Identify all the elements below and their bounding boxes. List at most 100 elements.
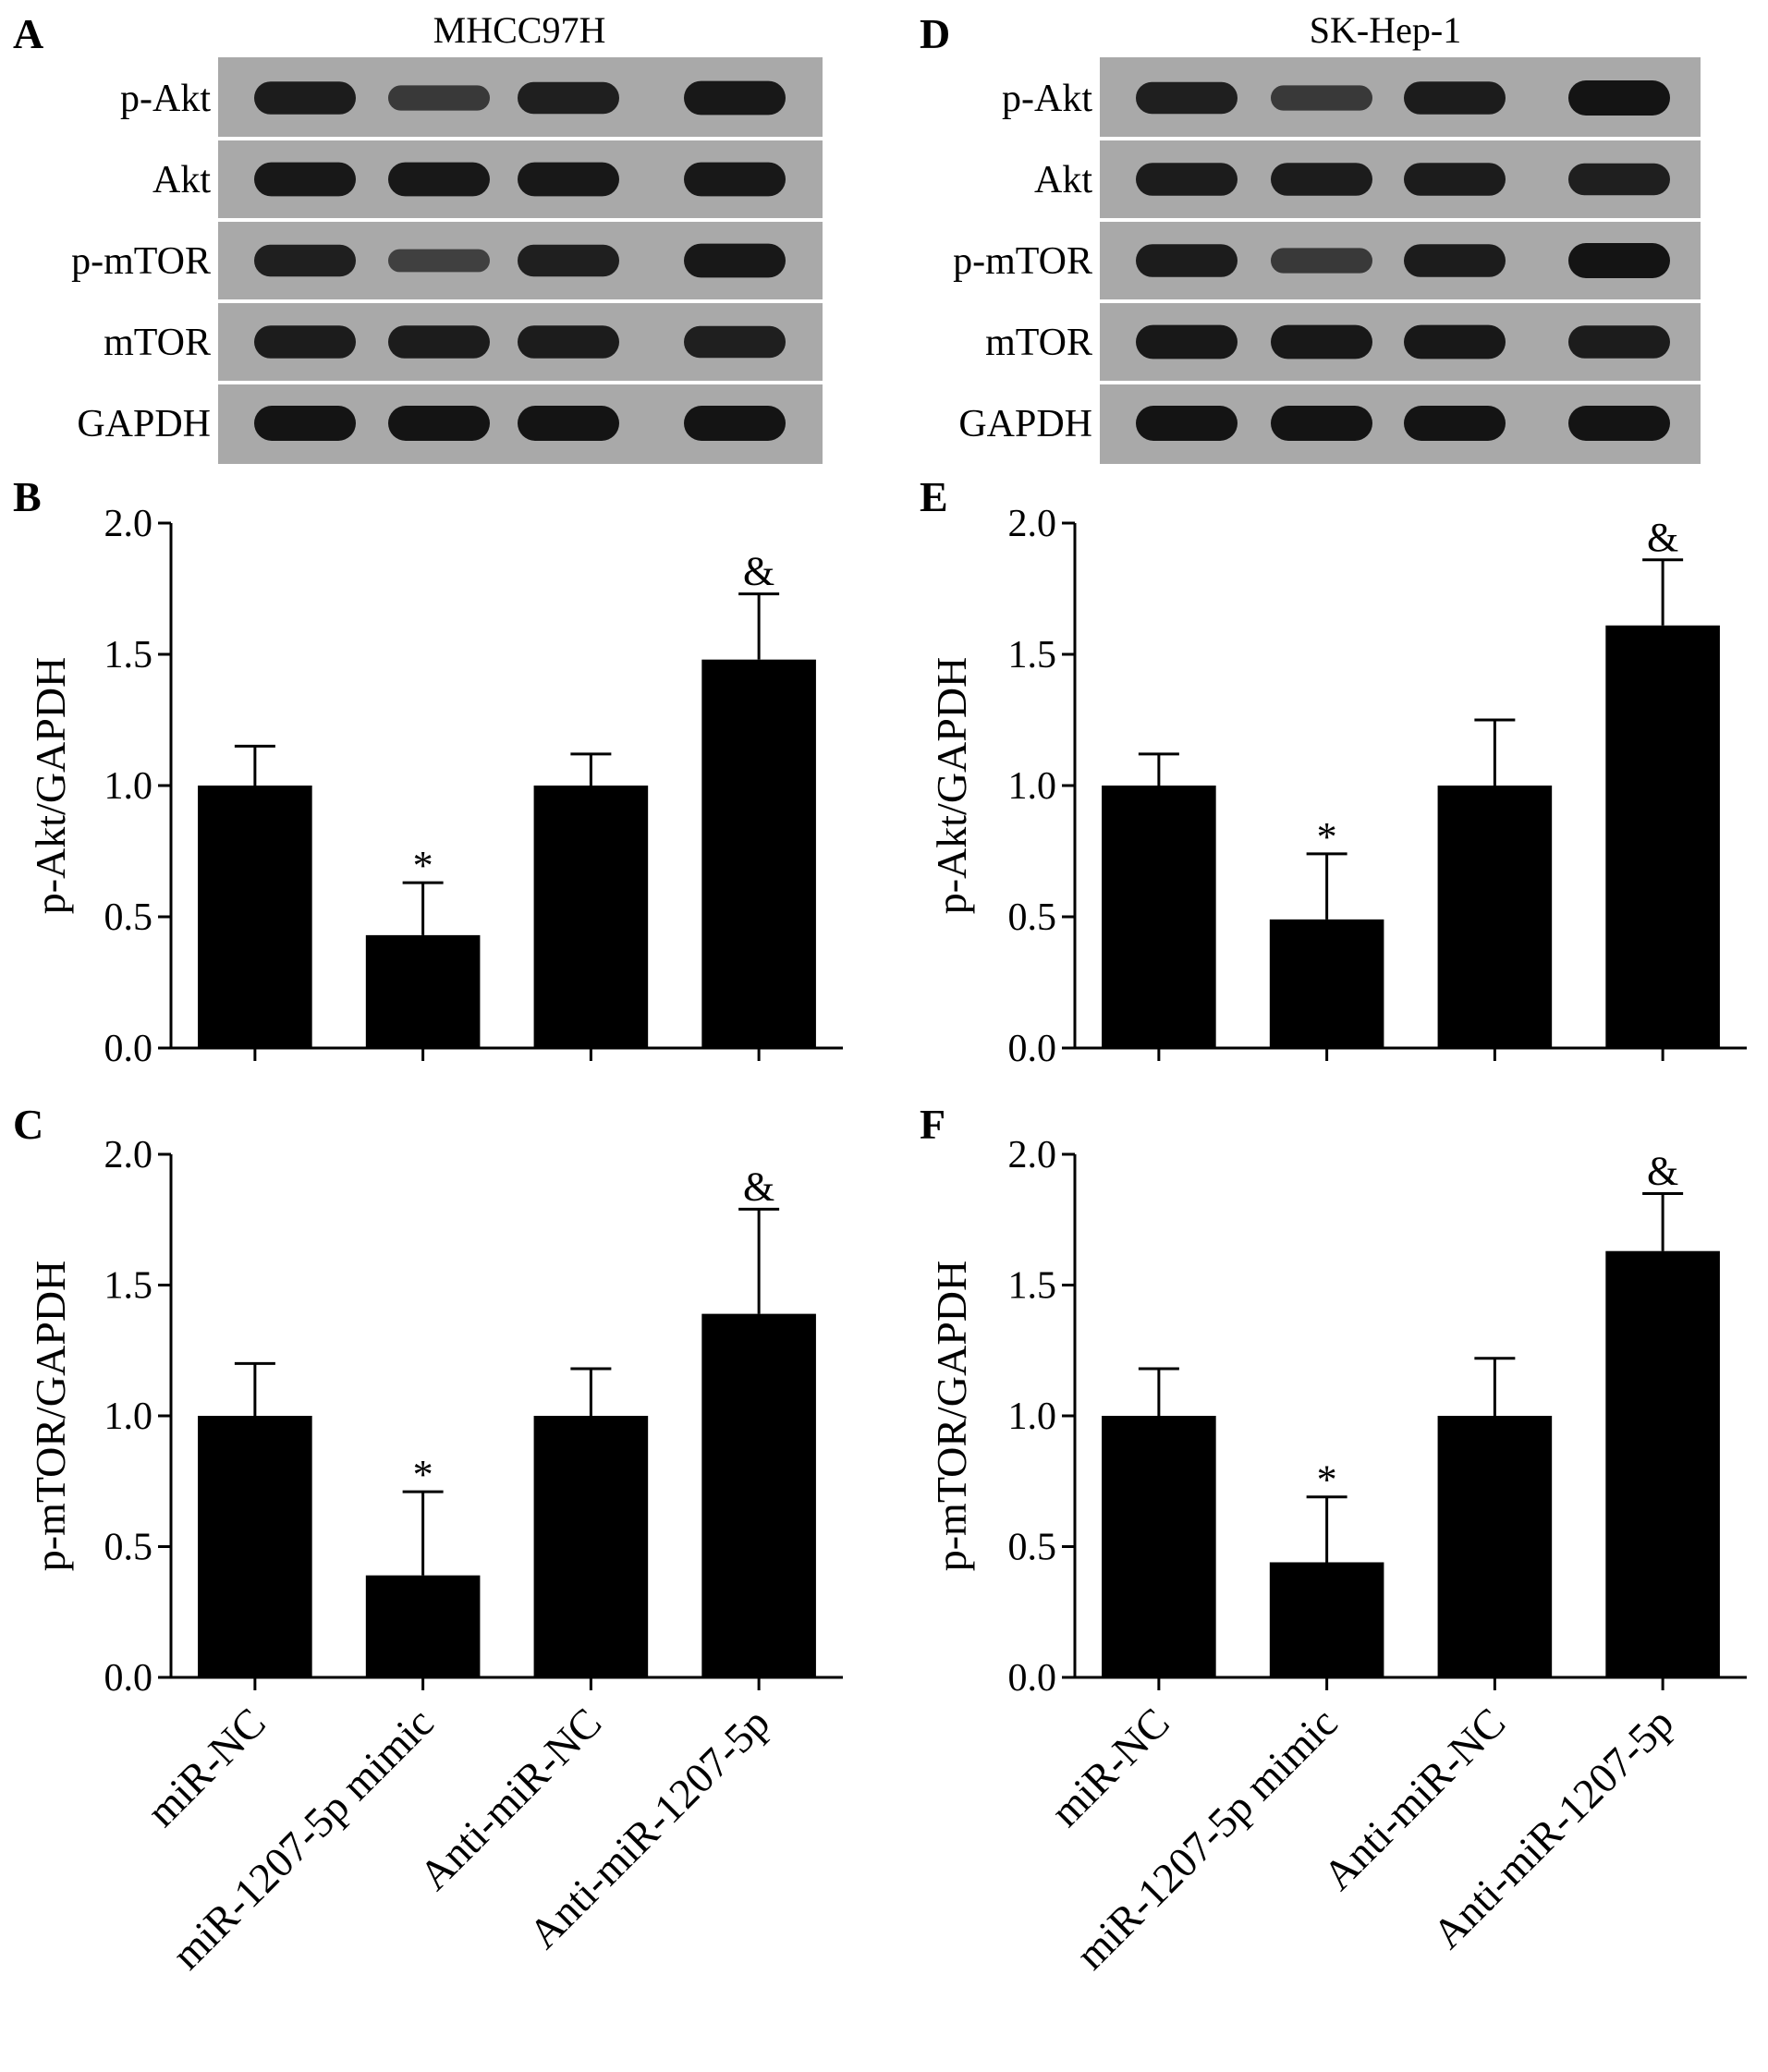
blot-row-label: p-Akt [120, 78, 211, 120]
significance-marker: & [1647, 515, 1678, 560]
y-tick-label: 1.0 [104, 765, 153, 808]
blot-band [1271, 324, 1372, 360]
western-blot-layer: A MHCC97H p-Akt Akt p-mTOR mTOR GAPDH D SK-Hep-1… [13, 9, 1701, 464]
blot-row-label: Akt [152, 159, 211, 201]
y-tick-label: 2.0 [104, 503, 153, 545]
blot-row-label: p-mTOR [71, 240, 211, 283]
blot-band [1568, 406, 1670, 441]
cell-line-title: SK-Hep-1 [1310, 9, 1461, 51]
y-tick-label: 2.0 [1008, 503, 1057, 545]
blot-band [1568, 243, 1670, 278]
blot-band [388, 162, 490, 197]
blot-band [388, 406, 490, 441]
y-tick-label: 0.5 [104, 896, 153, 939]
significance-marker: & [743, 549, 774, 594]
chart-panel-e: E 0.0 0.5 1.0 1.5 2.0 p-Akt/GAPDH * & [920, 473, 1747, 1070]
x-category-label: miR-NC [138, 1699, 274, 1835]
blot-row-label: GAPDH [77, 403, 211, 445]
panel-letter: B [13, 473, 42, 520]
panel-letter: F [920, 1101, 945, 1148]
y-tick-label: 1.0 [104, 1396, 153, 1438]
y-tick-label: 0.5 [1008, 896, 1057, 939]
y-tick-label: 1.5 [104, 1265, 153, 1308]
bar [1269, 919, 1384, 1048]
significance-marker: * [1317, 1457, 1337, 1503]
significance-marker: * [1317, 814, 1337, 859]
blot-band [1404, 163, 1506, 196]
blot-band [684, 162, 786, 197]
y-tick-label: 1.5 [1008, 1265, 1057, 1308]
blot-band [684, 243, 786, 278]
blot-band [1404, 324, 1506, 360]
blot-band [254, 81, 356, 115]
blot-band [254, 406, 356, 441]
y-tick-label: 1.5 [1008, 634, 1057, 676]
chart-panel-c: C 0.0 0.5 1.0 1.5 2.0 p-mTOR/GAPDH * & [13, 1101, 843, 1700]
blot-band [518, 81, 619, 115]
bar [701, 659, 816, 1048]
panel-letter: C [13, 1101, 43, 1148]
blot-separator [218, 299, 823, 303]
y-tick-label: 2.0 [104, 1134, 153, 1176]
bar [533, 786, 649, 1048]
blot-separator [1100, 137, 1701, 140]
blot-band [518, 244, 619, 277]
blot-row-label: Akt [1034, 159, 1092, 201]
bar [1102, 1416, 1216, 1677]
blot-band [1136, 163, 1238, 196]
blot-panel-a: A MHCC97H p-Akt Akt p-mTOR mTOR GAPDH [13, 9, 823, 464]
blot-band [254, 244, 356, 277]
y-axis-label: p-mTOR/GAPDH [27, 1261, 74, 1572]
blot-band [1271, 248, 1372, 274]
y-tick-label: 0.5 [104, 1527, 153, 1569]
bar [701, 1313, 816, 1677]
bar [1437, 1416, 1553, 1677]
blot-band [1271, 85, 1372, 111]
blot-band [388, 325, 490, 359]
significance-marker: * [413, 843, 433, 888]
blot-band [518, 162, 619, 197]
blot-band [684, 406, 786, 441]
x-category-label: miR-NC [1042, 1699, 1178, 1835]
cell-line-title: MHCC97H [433, 9, 606, 51]
blot-band [684, 325, 786, 359]
panel-letter: D [920, 10, 950, 57]
blot-band [684, 80, 786, 116]
blot-band [1404, 406, 1506, 441]
blot-separator [1100, 299, 1701, 303]
blot-separator [218, 218, 823, 222]
blot-band [388, 85, 490, 111]
panel-letter: A [13, 10, 43, 57]
bar [1605, 625, 1720, 1048]
bar [198, 1416, 312, 1677]
blot-band [518, 406, 619, 441]
y-axis-label: p-Akt/GAPDH [928, 657, 975, 915]
blot-band [518, 325, 619, 359]
y-tick-label: 1.5 [104, 634, 153, 676]
y-tick-label: 1.0 [1008, 1396, 1057, 1438]
y-tick-label: 0.5 [1008, 1527, 1057, 1569]
blot-separator [218, 137, 823, 140]
blot-band [1404, 244, 1506, 277]
blot-band [1568, 325, 1670, 359]
y-axis-label: p-mTOR/GAPDH [928, 1261, 975, 1572]
y-tick-label: 0.0 [104, 1028, 153, 1070]
blot-band [1136, 244, 1238, 277]
bar [1437, 786, 1553, 1048]
chart-panel-f: F 0.0 0.5 1.0 1.5 2.0 p-mTOR/GAPDH * & [920, 1101, 1747, 1700]
blot-band [1271, 163, 1372, 196]
bar-chart-layer: B 0.0 0.5 1.0 1.5 2.0 p-Akt/GAPDH * & C 0.0 0.5 1.0 1… [13, 473, 1747, 1700]
blot-band [254, 162, 356, 197]
blot-row-label: p-Akt [1002, 78, 1092, 120]
y-tick-label: 2.0 [1008, 1134, 1057, 1176]
blot-separator [1100, 218, 1701, 222]
bar [365, 1575, 481, 1677]
bar [198, 786, 312, 1048]
blot-band [1136, 406, 1238, 441]
y-tick-label: 0.0 [104, 1657, 153, 1700]
blot-band [254, 325, 356, 359]
blot-band [1136, 81, 1238, 115]
blot-row-label: GAPDH [958, 403, 1092, 445]
